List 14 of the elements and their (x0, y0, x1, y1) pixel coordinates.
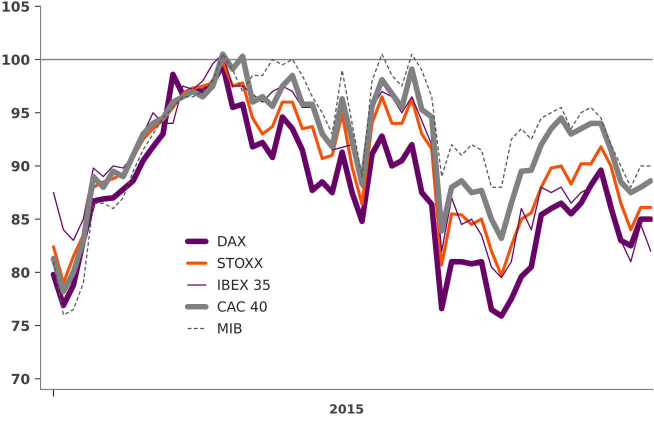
y-tick-label: 105 (2, 1, 30, 12)
legend-label: IBEX 35 (218, 280, 270, 290)
y-tick-label: 95 (12, 108, 30, 118)
y-tick-label: 85 (12, 214, 30, 225)
y-tick-label: 75 (12, 320, 30, 332)
legend-label: STOXX (218, 258, 263, 268)
y-tick-label: 90 (12, 160, 30, 172)
y-tick-label: 100 (2, 54, 30, 65)
legend-label: MIB (218, 323, 242, 334)
x-axis-title: 2015 (330, 404, 364, 414)
legend-label: DAX (218, 236, 246, 246)
legend-label: CAC 40 (218, 301, 267, 312)
y-tick-label: 70 (12, 374, 30, 384)
y-tick-label: 80 (12, 267, 30, 278)
